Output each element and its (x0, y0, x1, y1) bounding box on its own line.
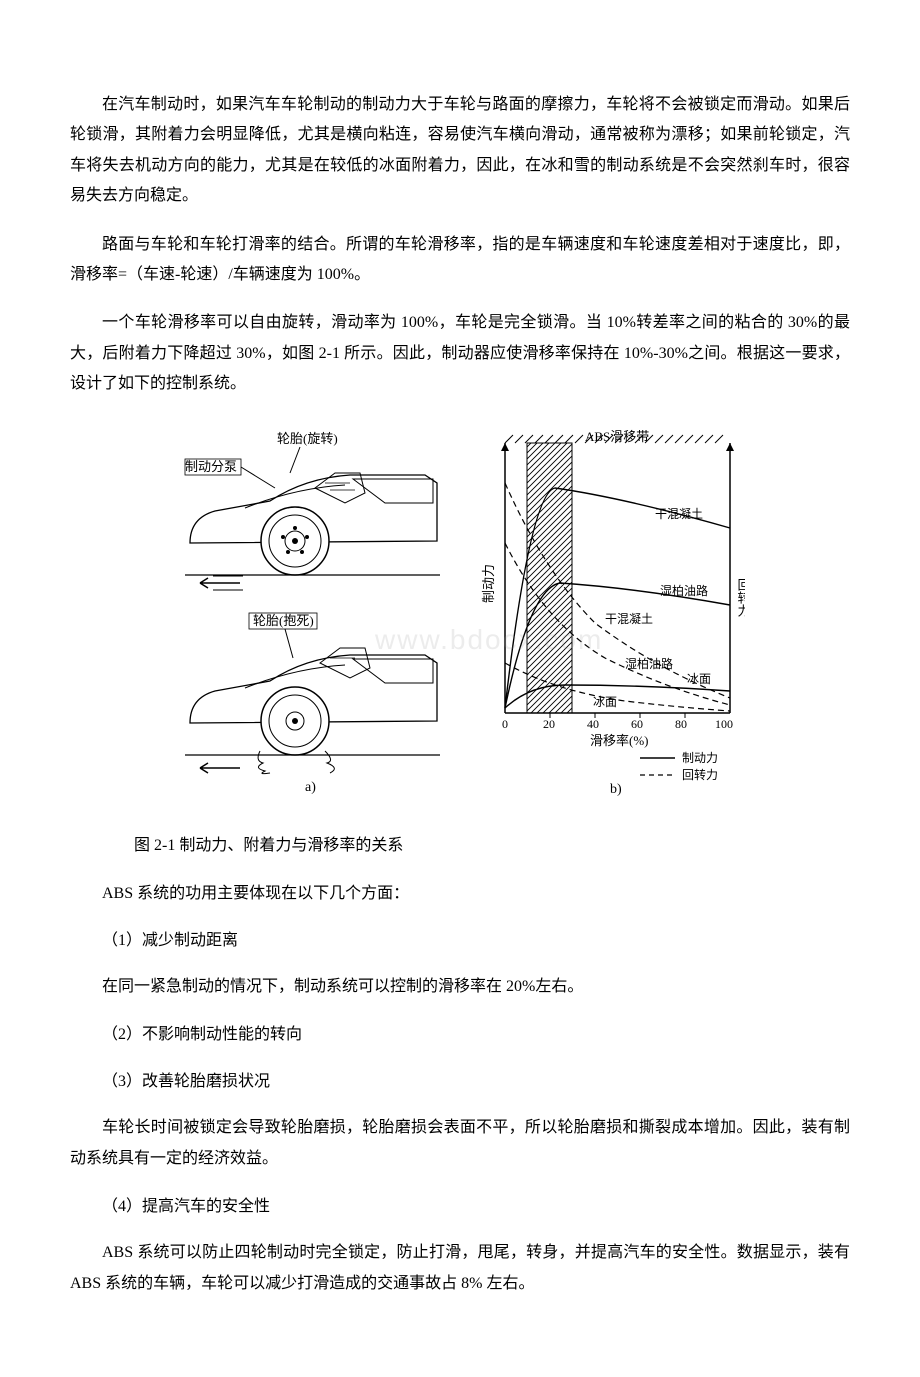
sub-label-b: b) (610, 782, 622, 797)
paragraph-7: ABS 系统可以防止四轮制动时完全锁定，防止打滑，甩尾，转身，并提高汽车的安全性… (70, 1238, 850, 1299)
paragraph-6: 车轮长时间被锁定会导致轮胎磨损，轮胎磨损会表面不平，所以轮胎磨损和撕裂成本增加。… (70, 1113, 850, 1174)
svg-text:40: 40 (587, 717, 599, 731)
label-brake-cylinder: 制动分泵 (185, 459, 237, 474)
list-item-4: （4）提高汽车的安全性 (70, 1192, 850, 1222)
label-tire-locked: 轮胎(抱死) (253, 613, 314, 628)
paragraph-5: 在同一紧急制动的情况下，制动系统可以控制的滑移率在 20%左右。 (70, 972, 850, 1002)
svg-text:80: 80 (675, 717, 687, 731)
paragraph-3: 一个车轮滑移率可以自由旋转，滑动率为 100%，车轮是完全锁滑。当 10%转差率… (70, 308, 850, 399)
list-item-1: （1）减少制动距离 (70, 926, 850, 956)
svg-text:100: 100 (715, 717, 733, 731)
paragraph-1: 在汽车制动时，如果汽车车轮制动的制动力大于车轮与路面的摩擦力，车轮将不会被锁定而… (70, 90, 850, 212)
svg-text:干混凝土: 干混凝土 (605, 611, 653, 626)
sub-label-a: a) (305, 780, 316, 795)
svg-text:20: 20 (543, 717, 555, 731)
label-tire-rotating: 轮胎(旋转) (277, 431, 338, 446)
svg-text:干混凝土: 干混凝土 (655, 506, 703, 521)
svg-text:冰面: 冰面 (593, 695, 617, 709)
list-item-2: （2）不影响制动性能的转向 (70, 1020, 850, 1050)
legend-solid: 制动力 (682, 751, 718, 765)
list-item-3: （3）改善轮胎磨损状况 (70, 1067, 850, 1097)
figure-2-1: 轮胎(旋转) 制动分泵 (175, 418, 745, 798)
paragraph-2: 路面与车轮和车轮打滑率的结合。所谓的车轮滑移率，指的是车辆速度和车轮速度差相对于… (70, 230, 850, 291)
chart-title: ABS滑移带 (585, 429, 649, 444)
y-label-right: 回转力 (736, 578, 746, 618)
svg-text:0: 0 (502, 717, 508, 731)
svg-text:60: 60 (631, 717, 643, 731)
svg-text:湿柏油路: 湿柏油路 (625, 656, 673, 671)
y-label-left: 制动力 (481, 564, 496, 603)
svg-text:冰面: 冰面 (687, 672, 711, 686)
paragraph-4: ABS 系统的功用主要体现在以下几个方面： (70, 879, 850, 909)
figure-container: 轮胎(旋转) 制动分泵 (70, 418, 850, 809)
legend-dash: 回转力 (682, 767, 718, 782)
figure-caption: 图 2-1 制动力、附着力与滑移率的关系 (102, 831, 850, 861)
x-label: 滑移率(%) (590, 733, 649, 748)
svg-text:湿柏油路: 湿柏油路 (660, 583, 708, 598)
